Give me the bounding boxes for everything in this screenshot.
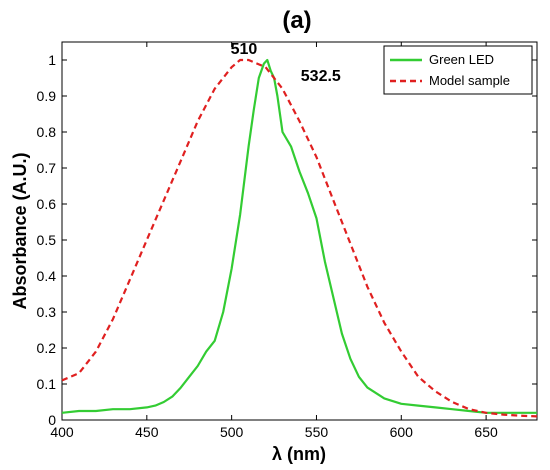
legend-label-model-sample: Model sample	[429, 73, 510, 88]
x-tick-label: 550	[305, 424, 329, 440]
x-tick-label: 600	[390, 424, 414, 440]
chart-title: (a)	[282, 7, 311, 34]
y-tick-label: 0.5	[37, 232, 57, 248]
y-tick-label: 0.3	[37, 304, 57, 320]
series-layer	[61, 58, 538, 418]
y-tick-label: 0.4	[37, 268, 57, 284]
legend-label-green-led: Green LED	[429, 52, 494, 67]
x-axis-label: λ (nm)	[272, 444, 326, 464]
axis-ticks: 400 450 500 550 600 650 0 0.1 0.2 0.3 0.4 0.5 0.6 0.7…	[37, 42, 537, 440]
x-tick-label: 400	[50, 424, 74, 440]
y-tick-label: 1	[48, 52, 56, 68]
annotations: 510 532.5	[231, 41, 341, 85]
annotation-label: 532.5	[301, 68, 341, 85]
y-tick-label: 0.9	[37, 88, 57, 104]
y-tick-label: 0.7	[37, 160, 57, 176]
y-axis-label: Absorbance (A.U.)	[10, 152, 30, 309]
y-tick-label: 0.2	[37, 340, 57, 356]
legend: Green LED Model sample	[383, 45, 533, 95]
y-tick-label: 0.1	[37, 376, 57, 392]
annotation-label: 510	[231, 41, 258, 58]
series-line-green-led	[61, 58, 537, 414]
y-tick-label: 0	[48, 412, 56, 428]
y-tick-label: 0.6	[37, 196, 57, 212]
x-tick-label: 650	[474, 424, 498, 440]
x-tick-label: 500	[220, 424, 244, 440]
x-tick-label: 450	[135, 424, 159, 440]
plot-area	[61, 41, 538, 421]
legend-box	[383, 45, 533, 95]
y-tick-label: 0.8	[37, 124, 57, 140]
